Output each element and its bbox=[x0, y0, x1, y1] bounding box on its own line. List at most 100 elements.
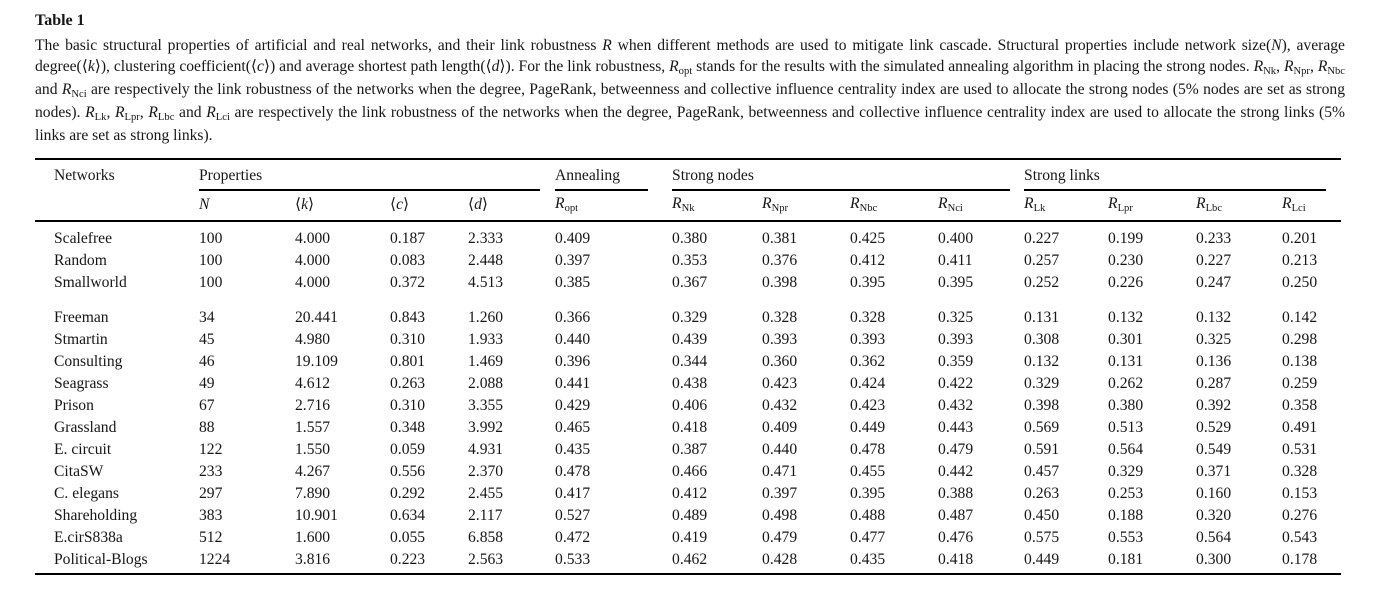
value-cell: 2.455 bbox=[468, 485, 504, 502]
value-cell: 0.392 bbox=[1196, 397, 1232, 414]
text-segment: ⟩) and average shortest path length(⟨ bbox=[263, 58, 492, 75]
value-cell: 2.563 bbox=[468, 551, 504, 568]
math-subscript: Nbc bbox=[1327, 65, 1346, 77]
value-cell: 0.491 bbox=[1282, 419, 1318, 436]
value-cell: 0.188 bbox=[1108, 507, 1144, 524]
table-row: CitaSW 233 4.267 0.556 2.370 0.478 0.466 0.471 0… bbox=[35, 461, 1341, 483]
real-networks-group: Freeman 34 20.441 0.843 1.260 0.366 0.329 0.328… bbox=[35, 294, 1341, 574]
value-cell: 0.263 bbox=[390, 375, 426, 392]
value-cell: 0.300 bbox=[1196, 551, 1232, 568]
value-cell: 0.564 bbox=[1108, 441, 1144, 458]
value-cell: 0.457 bbox=[1024, 463, 1060, 480]
text-segment: , bbox=[1309, 58, 1318, 75]
value-cell: 0.376 bbox=[762, 252, 798, 269]
text-segment: , bbox=[139, 104, 149, 121]
value-cell: 0.385 bbox=[555, 274, 591, 291]
text-segment: and bbox=[174, 104, 207, 121]
value-cell: 0.310 bbox=[390, 331, 426, 348]
value-cell: 0.387 bbox=[672, 441, 708, 458]
value-cell: 0.153 bbox=[1282, 485, 1318, 502]
math-subscript: Nci bbox=[71, 88, 87, 100]
value-cell: 100 bbox=[199, 252, 223, 269]
value-cell: 0.412 bbox=[672, 485, 708, 502]
value-cell: 0.259 bbox=[1282, 375, 1318, 392]
value-cell: 0.359 bbox=[938, 353, 974, 370]
value-cell: 0.553 bbox=[1108, 529, 1144, 546]
value-cell: 100 bbox=[199, 274, 223, 291]
value-cell: 0.418 bbox=[938, 551, 974, 568]
value-cell: 0.424 bbox=[850, 375, 886, 392]
value-cell: 0.344 bbox=[672, 353, 708, 370]
value-cell: 0.440 bbox=[762, 441, 798, 458]
column-group-label: Strong links bbox=[1024, 166, 1327, 191]
math-symbol: R bbox=[762, 195, 772, 212]
value-cell: 233 bbox=[199, 463, 223, 480]
table-row: Shareholding 383 10.901 0.634 2.117 0.527 0.48… bbox=[35, 505, 1341, 527]
math-subscript: Lpr bbox=[1117, 202, 1133, 214]
value-cell: 0.488 bbox=[850, 507, 886, 524]
value-cell: 0.465 bbox=[555, 419, 591, 436]
value-cell: 0.393 bbox=[762, 331, 798, 348]
value-cell: 0.253 bbox=[1108, 485, 1144, 502]
table-caption: The basic structural properties of artif… bbox=[35, 35, 1345, 146]
value-cell: 0.498 bbox=[762, 507, 798, 524]
table-row: Political-Blogs 1224 3.816 0.223 2.563 0.533 0… bbox=[35, 549, 1341, 574]
network-name-cell: Shareholding bbox=[54, 507, 138, 524]
value-cell: 0.398 bbox=[1024, 397, 1060, 414]
value-cell: 0.250 bbox=[1282, 274, 1318, 291]
value-cell: 49 bbox=[199, 375, 215, 392]
table-row: E.cirS838a 512 1.600 0.055 6.858 0.472 0.419 0.… bbox=[35, 527, 1341, 549]
network-name-cell: CitaSW bbox=[54, 463, 104, 480]
value-cell: 1.600 bbox=[295, 529, 331, 546]
value-cell: 0.362 bbox=[850, 353, 886, 370]
value-cell: 0.556 bbox=[390, 463, 426, 480]
value-cell: 0.131 bbox=[1108, 353, 1144, 370]
value-cell: 2.117 bbox=[468, 507, 503, 524]
math-subscript: Lci bbox=[215, 111, 230, 123]
value-cell: 0.308 bbox=[1024, 331, 1060, 348]
column-header-RLpr: RLpr bbox=[1108, 191, 1197, 222]
value-cell: 297 bbox=[199, 485, 223, 502]
math-symbol: R bbox=[602, 37, 612, 54]
column-group-annealing: Annealing bbox=[555, 159, 672, 191]
value-cell: 0.393 bbox=[938, 331, 974, 348]
text-segment: stands for the results with the simulate… bbox=[692, 58, 1254, 75]
value-cell: 0.564 bbox=[1196, 529, 1232, 546]
value-cell: 2.370 bbox=[468, 463, 504, 480]
value-cell: 0.181 bbox=[1108, 551, 1144, 568]
value-cell: 0.591 bbox=[1024, 441, 1060, 458]
value-cell: 0.329 bbox=[1108, 463, 1144, 480]
table-row: C. elegans 297 7.890 0.292 2.455 0.417 0.412 0.… bbox=[35, 483, 1341, 505]
network-name-cell: Consulting bbox=[54, 353, 123, 370]
table-label: Table 1 bbox=[35, 12, 85, 29]
math-symbol: R bbox=[850, 195, 860, 212]
value-cell: 0.320 bbox=[1196, 507, 1232, 524]
value-cell: 0.132 bbox=[1108, 309, 1144, 326]
value-cell: 0.428 bbox=[762, 551, 798, 568]
value-cell: 0.201 bbox=[1282, 230, 1318, 247]
column-header-N: N bbox=[199, 191, 295, 222]
value-cell: 0.441 bbox=[555, 375, 591, 392]
value-cell: 0.395 bbox=[850, 485, 886, 502]
column-group-properties: Properties bbox=[199, 159, 555, 191]
paper-table-section: Table 1 The basic structural properties … bbox=[35, 12, 1345, 575]
text-segment: ⟨ bbox=[295, 196, 302, 213]
math-symbol: R bbox=[938, 195, 948, 212]
value-cell: 512 bbox=[199, 529, 223, 546]
math-symbol: R bbox=[1024, 195, 1034, 212]
value-cell: 0.372 bbox=[390, 274, 426, 291]
value-cell: 0.360 bbox=[762, 353, 798, 370]
value-cell: 1.550 bbox=[295, 441, 331, 458]
table-row: Grassland 88 1.557 0.348 3.992 0.465 0.418 0.40… bbox=[35, 417, 1341, 439]
value-cell: 4.267 bbox=[295, 463, 331, 480]
value-cell: 0.371 bbox=[1196, 463, 1232, 480]
value-cell: 4.513 bbox=[468, 274, 504, 291]
value-cell: 10.901 bbox=[295, 507, 338, 524]
network-name-cell: Seagrass bbox=[54, 375, 109, 392]
text-segment: , bbox=[106, 104, 115, 121]
value-cell: 0.213 bbox=[1282, 252, 1318, 269]
value-cell: 0.575 bbox=[1024, 529, 1060, 546]
math-subscript: Lci bbox=[1291, 202, 1306, 214]
value-cell: 0.513 bbox=[1108, 419, 1144, 436]
value-cell: 0.478 bbox=[555, 463, 591, 480]
